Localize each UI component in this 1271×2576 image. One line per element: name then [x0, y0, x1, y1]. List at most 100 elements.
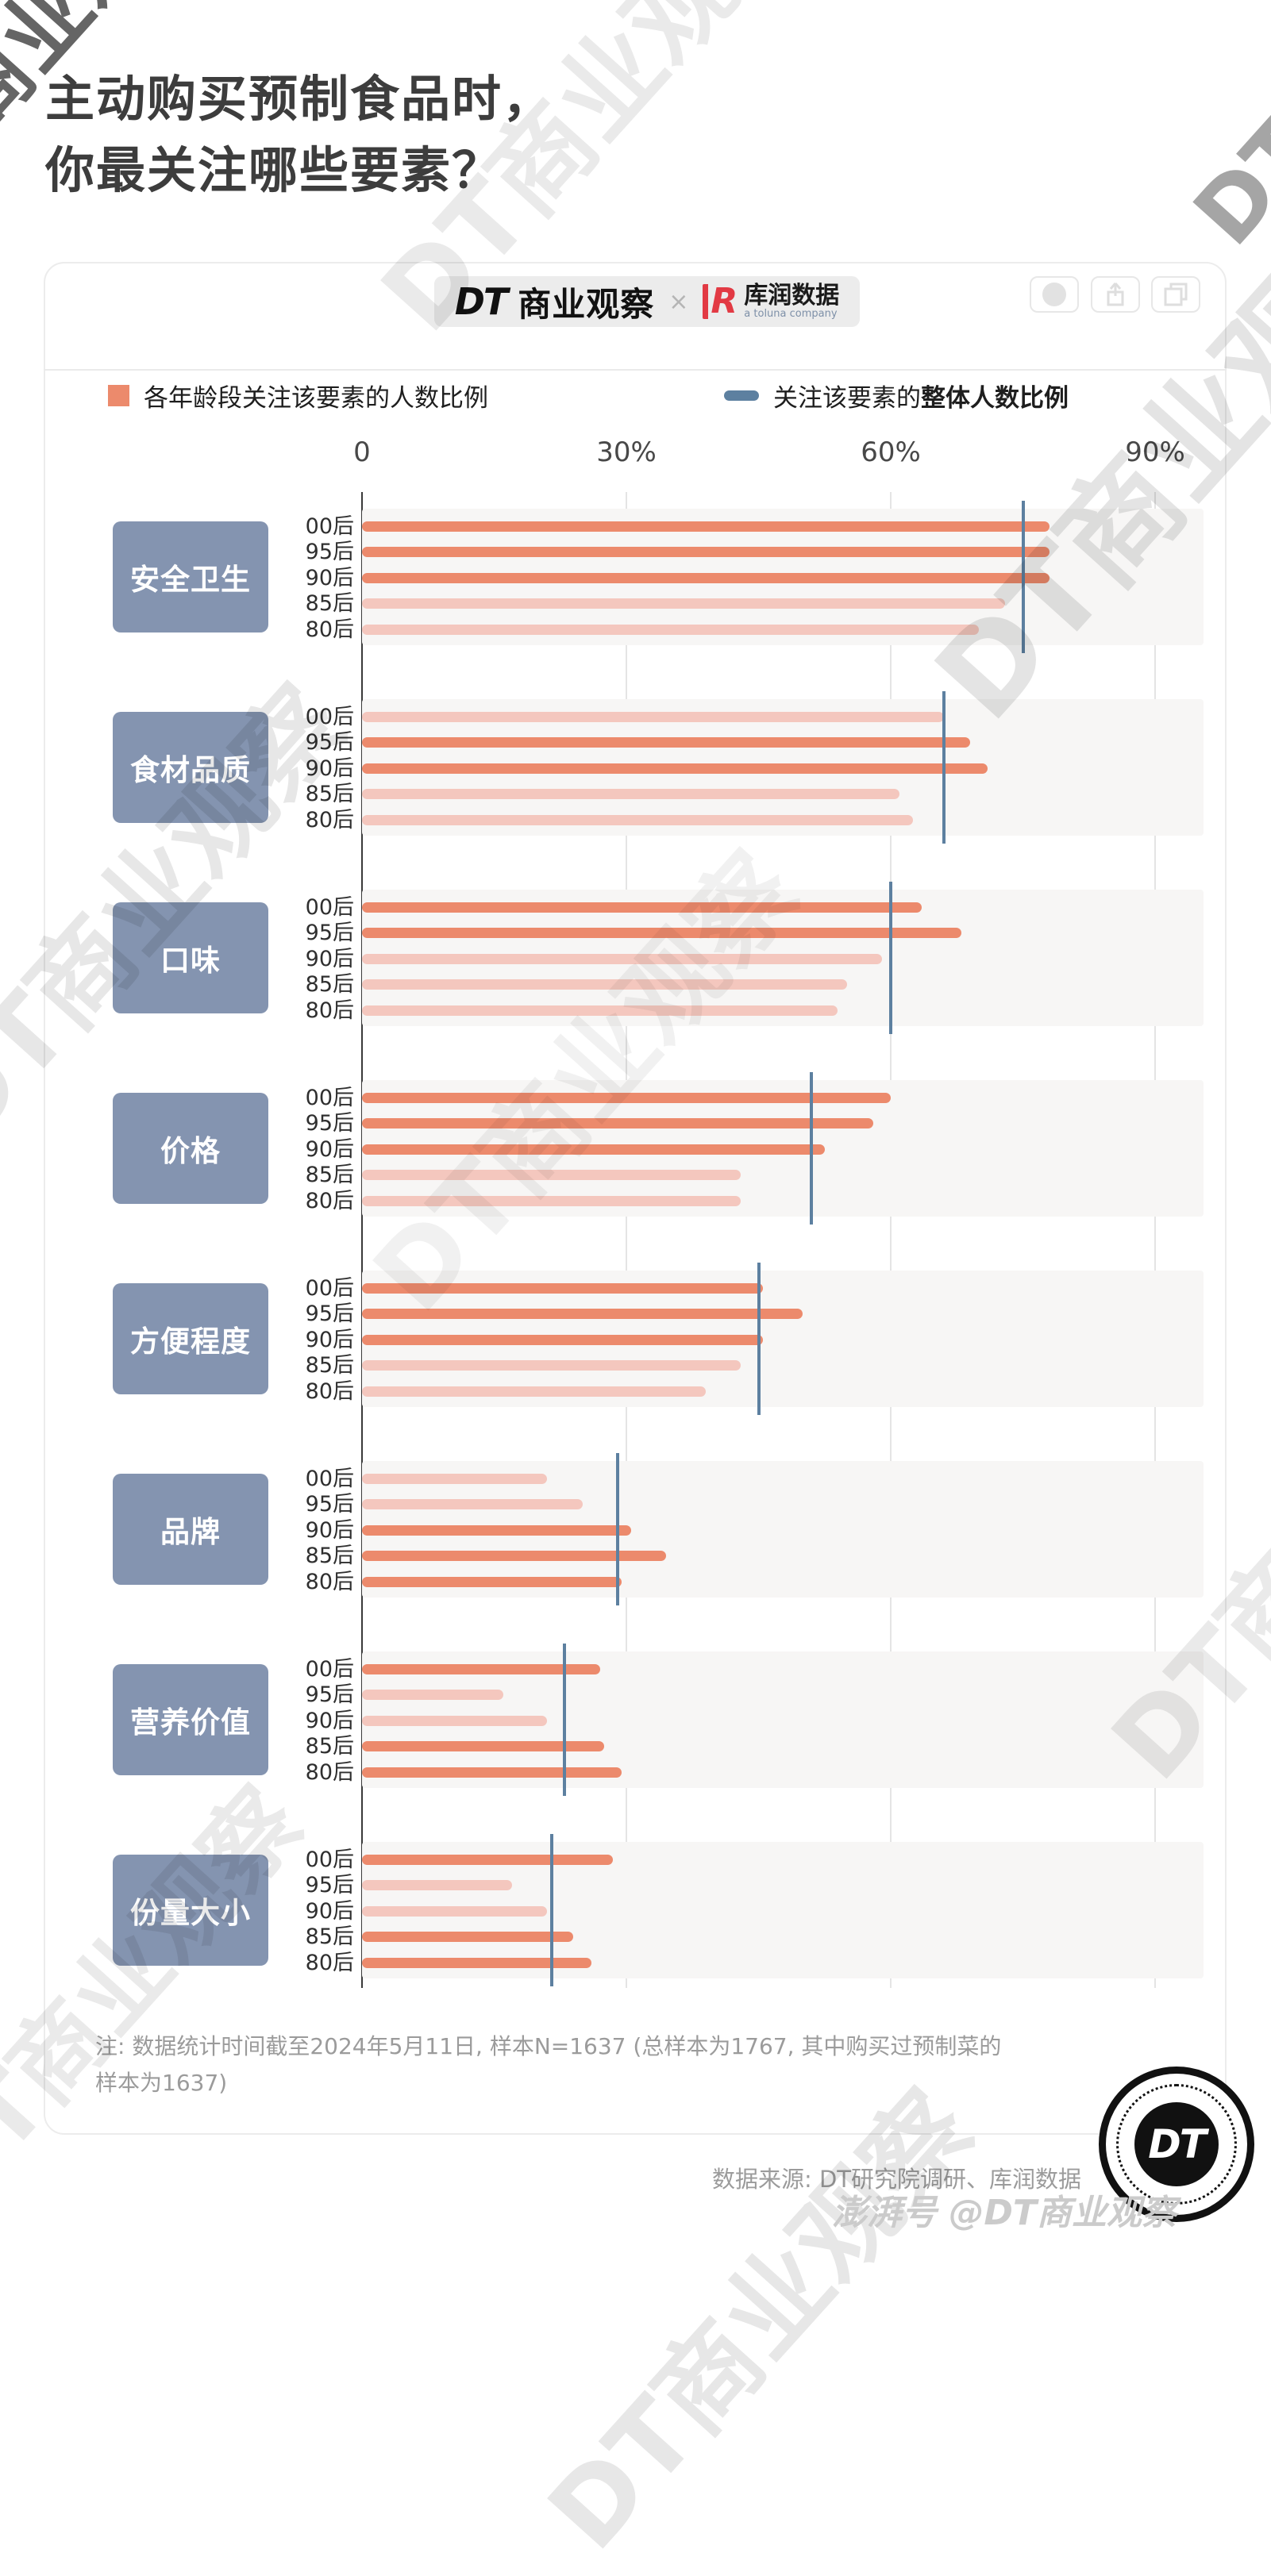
category-block: 安全卫生 00后 95后 90后 85后 80后 [0, 501, 1271, 653]
category-label: 食材品质 [113, 712, 268, 823]
bar [362, 814, 913, 825]
bar-row: 00后 [0, 513, 1271, 540]
bar [362, 953, 882, 964]
overall-percentage-line [942, 691, 946, 844]
bar [362, 928, 961, 939]
age-group-label: 00后 [305, 1466, 354, 1491]
age-group-label: 95后 [305, 730, 354, 755]
category-block: 食材品质 00后 95后 90后 85后 80后 [0, 691, 1271, 844]
bar [362, 1854, 614, 1865]
legend-age-bars: 各年龄段关注该要素的人数比例 [108, 378, 488, 413]
window-header [44, 262, 1227, 371]
overall-line-swatch-icon [724, 390, 759, 401]
bar [362, 1386, 706, 1397]
bar-row: 95后 [0, 920, 1271, 946]
bar [362, 1473, 548, 1484]
bar-row: 90后 [0, 565, 1271, 591]
bar [362, 1551, 666, 1562]
kurun-logo-icon: R [703, 283, 738, 319]
age-group-label: 95后 [305, 1682, 354, 1708]
copy-button[interactable] [1151, 276, 1200, 313]
bar-row: 80后 [0, 617, 1271, 643]
age-group-label: 95后 [305, 1492, 354, 1517]
x-tick-0: 0 [353, 436, 371, 468]
age-group-label: 00后 [305, 894, 354, 920]
record-button[interactable] [1030, 276, 1079, 313]
bar-row: 90后 [0, 946, 1271, 972]
bar [362, 1195, 741, 1206]
age-group-label: 95后 [305, 1873, 354, 1898]
bar-row: 90后 [0, 1327, 1271, 1353]
category-label: 份量大小 [113, 1855, 268, 1966]
share-button[interactable] [1091, 276, 1140, 313]
age-group-label: 90后 [305, 946, 354, 971]
bar-row: 95后 [0, 1110, 1271, 1136]
diagonal-watermark: DT商业观察 [1174, 0, 1271, 265]
age-group-label: 90后 [305, 565, 354, 590]
kurun-logo: R 库润数据 a toluna company [703, 283, 839, 320]
bar [362, 902, 922, 913]
bar-row: 95后 [0, 1682, 1271, 1708]
category-block: 价格 00后 95后 90后 85后 80后 [0, 1072, 1271, 1225]
age-group-label: 00后 [305, 704, 354, 729]
dt-brand-name: 商业观察 [518, 284, 655, 324]
age-group-label: 85后 [305, 1544, 354, 1569]
bar-row: 90后 [0, 755, 1271, 782]
age-group-label: 90后 [305, 755, 354, 781]
bar-row: 00后 [0, 1466, 1271, 1492]
bar-row: 90后 [0, 1898, 1271, 1924]
bar [362, 1663, 600, 1674]
bar [362, 1690, 503, 1701]
bar [362, 1170, 741, 1181]
age-group-label: 90后 [305, 1327, 354, 1352]
bar-row: 95后 [0, 1491, 1271, 1517]
bar-swatch-icon [108, 385, 129, 406]
page-title: 主动购买预制食品时， 你最关注哪些要素？ [45, 63, 553, 206]
legend-age-bars-label: 各年龄段关注该要素的人数比例 [144, 384, 488, 413]
cross-icon: × [668, 287, 689, 316]
footnote-line1: 注: 数据统计时间截至2024年5月11日, 样本N=1637 (总样本为176… [95, 2033, 1002, 2059]
bar-row: 90后 [0, 1517, 1271, 1544]
category-label: 方便程度 [113, 1283, 268, 1394]
age-group-label: 90后 [305, 1136, 354, 1162]
bar-row: 80后 [0, 1569, 1271, 1595]
dt-badge-logo: DT [1099, 2067, 1254, 2222]
category-label: 品牌 [113, 1474, 268, 1585]
bar-row: 95后 [0, 539, 1271, 565]
age-group-label: 80后 [305, 807, 354, 832]
age-group-label: 85后 [305, 1924, 354, 1950]
bar [362, 1741, 605, 1752]
bar-row: 80后 [0, 998, 1271, 1024]
legend-overall-line: 关注该要素的整体人数比例 [724, 378, 1069, 413]
age-group-label: 80后 [305, 1569, 354, 1594]
bar-row: 85后 [0, 1924, 1271, 1950]
age-group-label: 85后 [305, 782, 354, 807]
bar [362, 1767, 622, 1778]
footnote-line2: 样本为1637) [95, 2070, 228, 2096]
brand-pill: DT 商业观察 × R 库润数据 a toluna company [434, 276, 860, 327]
gridline-90 [1154, 492, 1156, 1988]
overall-percentage-line [615, 1453, 619, 1605]
bar-row: 85后 [0, 590, 1271, 617]
bar [362, 1524, 631, 1536]
overall-percentage-line [889, 882, 892, 1034]
age-group-label: 80后 [305, 1950, 354, 1975]
category-label: 价格 [113, 1093, 268, 1204]
age-group-label: 80后 [305, 1188, 354, 1213]
bar-row: 95后 [0, 729, 1271, 755]
dt-badge-dotted-ring: DT [1116, 2084, 1237, 2205]
bar [362, 711, 944, 722]
category-label: 安全卫生 [113, 521, 268, 632]
age-group-label: 90后 [305, 1708, 354, 1733]
bar-row: 00后 [0, 1656, 1271, 1682]
age-group-label: 90后 [305, 1517, 354, 1543]
bar-row: 00后 [0, 894, 1271, 921]
bar [362, 763, 988, 774]
legend-overall-line-label: 关注该要素的整体人数比例 [773, 384, 1069, 413]
bar [362, 624, 979, 635]
kurun-brand-name: 库润数据 [744, 282, 840, 310]
bar [362, 521, 1050, 532]
bar [362, 1144, 825, 1155]
bar [362, 1282, 764, 1294]
bar-row: 85后 [0, 1733, 1271, 1759]
